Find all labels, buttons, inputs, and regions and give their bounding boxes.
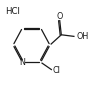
Text: Cl: Cl: [53, 66, 61, 75]
Text: O: O: [56, 12, 63, 21]
Text: OH: OH: [77, 32, 89, 41]
Text: N: N: [19, 58, 25, 67]
Text: HCl: HCl: [5, 7, 20, 16]
